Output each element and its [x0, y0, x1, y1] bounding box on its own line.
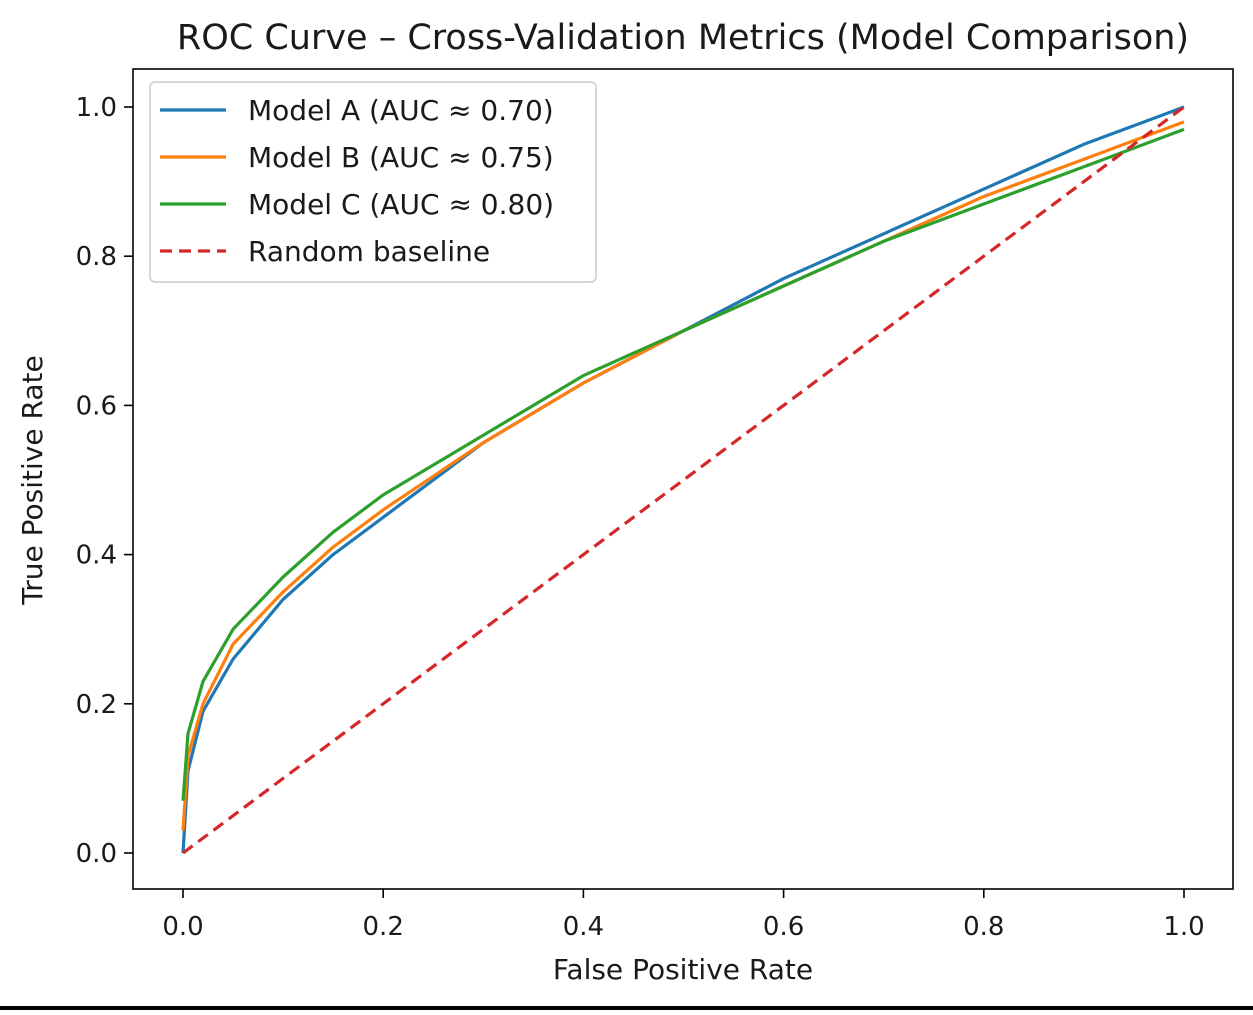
- y-tick-label: 0.2: [76, 690, 117, 720]
- y-tick-label: 0.6: [76, 391, 117, 421]
- legend: Model A (AUC ≈ 0.70) Model B (AUC ≈ 0.75)…: [149, 81, 597, 283]
- series-line-1: [181, 120, 1185, 831]
- legend-box: [149, 81, 597, 283]
- chart-title: ROC Curve – Cross-Validation Metrics (Mo…: [177, 18, 1189, 58]
- plot-area: 0.0 0.2 0.4 0.6 0.8 1.0 0.0 0.2 0.4 0.6 0.8 1.0: [76, 68, 1234, 942]
- legend-label-2: Model C (AUC ≈ 0.80): [248, 188, 554, 221]
- x-tick-label: 0.8: [963, 912, 1004, 942]
- y-tick-label: 0.8: [76, 242, 117, 272]
- bottom-divider: [0, 1006, 1253, 1010]
- x-tick-label: 1.0: [1163, 912, 1204, 942]
- x-tick-label: 0.6: [763, 912, 804, 942]
- x-axis-label: False Positive Rate: [553, 953, 813, 986]
- x-tick-label: 0.4: [563, 912, 604, 942]
- y-tick-label: 1.0: [76, 93, 117, 123]
- x-tick-label: 0.0: [162, 912, 203, 942]
- y-tick-label: 0.4: [76, 541, 117, 571]
- legend-label-3: Random baseline: [248, 235, 490, 268]
- y-axis-label: True Positive Rate: [16, 355, 49, 605]
- legend-label-1: Model B (AUC ≈ 0.75): [248, 141, 554, 174]
- axes-frame: [132, 68, 1234, 890]
- legend-label-0: Model A (AUC ≈ 0.70): [248, 94, 554, 127]
- y-tick-label: 0.0: [76, 839, 117, 869]
- x-tick-label: 0.2: [363, 912, 404, 942]
- series-line-2: [181, 127, 1185, 801]
